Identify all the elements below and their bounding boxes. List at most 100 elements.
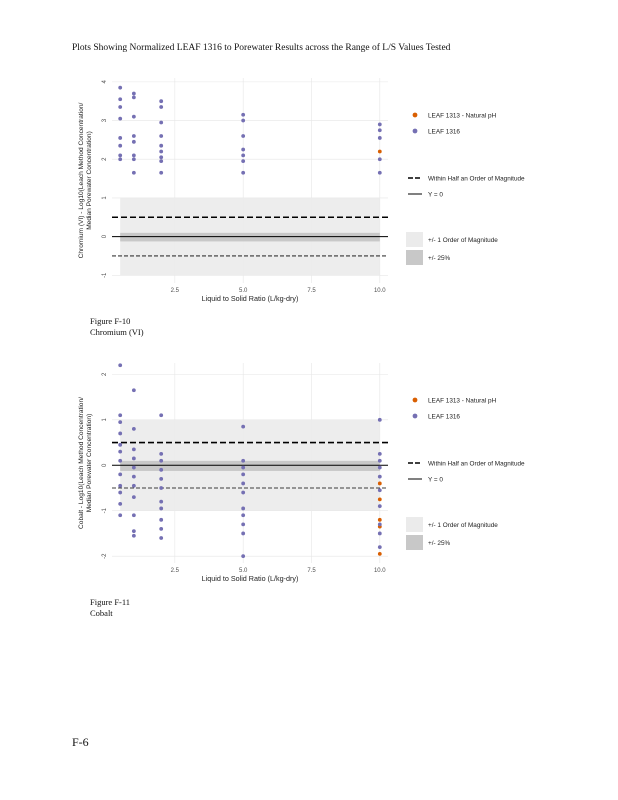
x-tick-label: 10.0 [374, 288, 386, 294]
data-point [159, 527, 164, 531]
data-point [241, 424, 246, 429]
figure-name: Chromium (VI) [90, 327, 144, 337]
data-point [377, 504, 382, 509]
data-point [377, 545, 382, 549]
cobalt-chart: -2 -1 0 1 2 2.5 5.0 7.5 10.0 Liquid to Solid Rati… [78, 363, 525, 583]
data-point [241, 506, 246, 511]
x-tick-label: 2.5 [171, 288, 180, 294]
y-axis-title-line2: Median Porewater Concentration) [86, 414, 93, 513]
legend-pct25-label: +/- 25% [428, 540, 451, 547]
legend-leaf1313-label: LEAF 1313 - Natural pH [428, 398, 497, 405]
legend-one-order-swatch [406, 517, 423, 532]
y-tick-label: 2 [102, 157, 108, 161]
data-point [377, 122, 382, 127]
data-point [377, 170, 382, 175]
data-point [118, 431, 123, 436]
data-point [377, 417, 382, 422]
data-point [118, 116, 123, 121]
legend-pct25-label: +/- 25% [428, 255, 451, 262]
data-point [377, 497, 382, 502]
x-tick-label: 7.5 [307, 568, 316, 574]
data-point [131, 139, 136, 144]
x-tick-label: 7.5 [307, 288, 316, 294]
data-point [241, 170, 246, 175]
x-axis-title: Liquid to Solid Ratio (L/kg-dry) [202, 294, 299, 303]
x-axis-title: Liquid to Solid Ratio (L/kg-dry) [202, 574, 299, 583]
data-point [241, 481, 246, 486]
legend-leaf1313-swatch [412, 397, 418, 403]
data-point [159, 517, 164, 522]
data-point [131, 427, 136, 431]
data-point [241, 134, 246, 138]
data-point [241, 465, 246, 470]
legend-leaf1313-label: LEAF 1313 - Natural pH [428, 113, 497, 120]
data-point [131, 170, 136, 175]
data-point [377, 481, 382, 486]
data-point [241, 513, 246, 518]
data-point [131, 95, 136, 100]
data-point [159, 467, 164, 472]
y-tick-label: -1 [102, 507, 108, 513]
data-point [241, 554, 246, 559]
data-point [131, 495, 136, 499]
data-point [118, 420, 123, 424]
data-point [118, 458, 123, 463]
data-point [118, 105, 123, 109]
y-tick-label: 0 [102, 463, 108, 467]
data-point [377, 157, 382, 162]
data-point [131, 91, 136, 96]
data-point [118, 143, 123, 148]
data-point [241, 153, 246, 158]
data-point [377, 465, 382, 470]
pct25-band [120, 232, 380, 242]
data-point [118, 513, 123, 518]
data-point [159, 99, 164, 104]
data-point [241, 531, 246, 536]
data-point [131, 134, 136, 138]
data-point [377, 488, 382, 493]
data-point [377, 458, 382, 463]
x-tick-label: 5.0 [239, 568, 248, 574]
legend-leaf1316-label: LEAF 1316 [428, 414, 460, 421]
legend-one-order-label: +/- 1 Order of Magnitude [428, 522, 498, 529]
data-point [377, 452, 382, 456]
legend-y0-label: Y = 0 [428, 192, 443, 199]
data-point [118, 97, 123, 102]
data-point [131, 456, 136, 461]
data-point [377, 128, 382, 133]
x-tick-label: 5.0 [239, 288, 248, 294]
data-point [131, 388, 136, 393]
x-tick-label: 2.5 [171, 568, 180, 574]
data-point [159, 134, 164, 138]
data-point [377, 136, 382, 140]
data-point [241, 472, 246, 477]
data-point [159, 499, 164, 504]
data-point [159, 155, 164, 160]
chromium-vi-chart: -1 0 1 2 3 4 2.5 5.0 7.5 10.0 Liquid to Solid Rati… [78, 78, 525, 303]
data-point [159, 120, 164, 125]
legend-leaf1316-swatch [412, 413, 418, 419]
data-point [377, 517, 382, 522]
y-tick-label: 3 [102, 118, 108, 122]
data-point [118, 363, 123, 368]
data-point [131, 474, 136, 479]
data-point [159, 506, 164, 511]
data-point [118, 85, 123, 90]
legend-pct25-swatch [406, 250, 423, 265]
data-point [131, 114, 136, 119]
x-tick-label: 10.0 [374, 568, 386, 574]
legend-one-order-label: +/- 1 Order of Magnitude [428, 237, 498, 244]
y-axis-title-line1: Chromium (VI) - Log10(Leach Method Conce… [78, 102, 85, 258]
data-point [118, 157, 123, 162]
data-point [377, 531, 382, 536]
y-tick-label: 4 [102, 80, 108, 84]
data-point [241, 490, 246, 495]
data-point [131, 447, 136, 452]
data-point [377, 522, 382, 527]
data-point [241, 112, 246, 117]
data-point [118, 442, 123, 447]
data-point [159, 143, 164, 148]
y-tick-label: 0 [102, 234, 108, 238]
data-point [131, 157, 136, 162]
legend-one-order-swatch [406, 232, 423, 247]
